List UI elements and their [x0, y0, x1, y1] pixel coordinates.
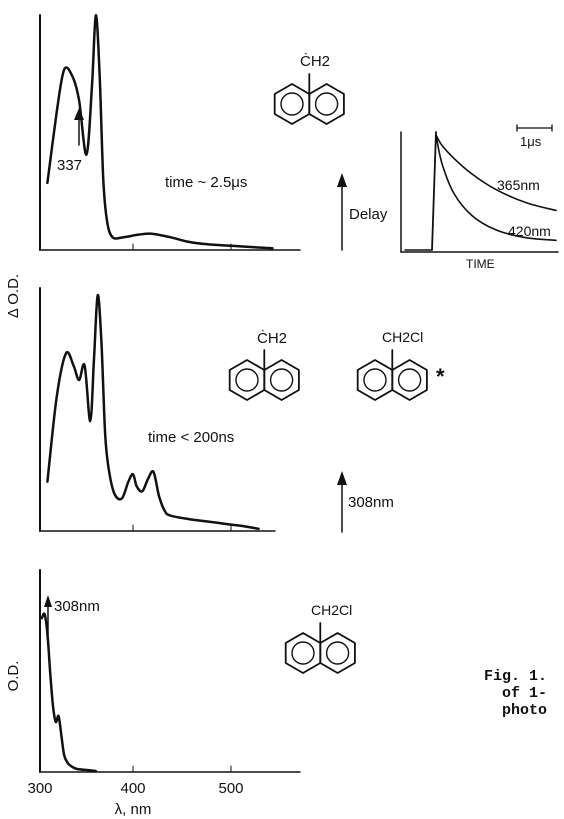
inset-panel: 365nm 420nm TIME 1μs	[400, 124, 559, 271]
annotation-308nm-bottom: 308nm	[54, 598, 100, 615]
inset-rise	[431, 131, 437, 251]
caption-line-3: photo	[502, 702, 547, 719]
naphthylmethyl-radical-structure-2	[228, 349, 300, 401]
annotation-delay: Delay	[349, 206, 388, 223]
ylabel-delta-od: Δ O.D.	[5, 274, 22, 318]
top-panel: 337 time ~ 2.5μs ĊH2	[39, 14, 345, 251]
arrow-337-head	[74, 108, 84, 120]
delay-arrow-head	[337, 173, 347, 187]
naphthylmethyl-radical-structure	[273, 73, 345, 125]
caption-line-1: Fig. 1.	[484, 668, 547, 685]
top-spectrum-line	[46, 14, 274, 250]
ylabel-od: O.D.	[5, 661, 22, 692]
excitation-arrow-308-head	[337, 471, 347, 485]
molecule-label-ch2-top: ĊH2	[300, 52, 330, 70]
annotation-time-200ns: time < 200ns	[148, 429, 234, 446]
bottom-xlabel: λ, nm	[115, 801, 152, 818]
caption-line-2: of 1-	[502, 685, 547, 702]
molecule-label-ch2cl-bottom: CH2Cl	[311, 602, 352, 618]
bottom-xtick-label-400: 400	[120, 780, 145, 797]
middle-panel: time < 200ns ĊH2 CH2Cl *	[39, 287, 445, 532]
chloromethylnaphthalene-structure	[284, 622, 356, 674]
chloromethylnaphthalene-excited-structure	[356, 349, 428, 401]
bottom-panel: 300 400 500 λ, nm O.D. 308nm CH2Cl	[5, 569, 356, 818]
inset-scale-bar	[516, 124, 553, 132]
molecule-label-ch2-middle: ĊH2	[257, 329, 287, 347]
arrow-308-bottom-head	[44, 595, 52, 607]
inset-scale-label: 1μs	[520, 134, 542, 149]
inset-xlabel-time: TIME	[466, 257, 495, 271]
bottom-xtick-label-300: 300	[27, 780, 52, 797]
inset-line-420nm	[435, 134, 557, 242]
excited-state-star: *	[436, 364, 445, 389]
bottom-xtick-label-500: 500	[218, 780, 243, 797]
bottom-spectrum-line	[40, 612, 98, 773]
annotation-time-2-5us: time ~ 2.5μs	[165, 174, 247, 191]
inset-line-365nm	[435, 134, 557, 212]
inset-label-420nm: 420nm	[508, 223, 551, 239]
molecule-label-ch2cl-middle: CH2Cl	[382, 329, 423, 345]
annotation-308nm-middle: 308nm	[348, 494, 394, 511]
inset-label-365nm: 365nm	[497, 177, 540, 193]
annotation-337: 337	[57, 157, 82, 174]
middle-spectrum-line	[46, 294, 260, 531]
